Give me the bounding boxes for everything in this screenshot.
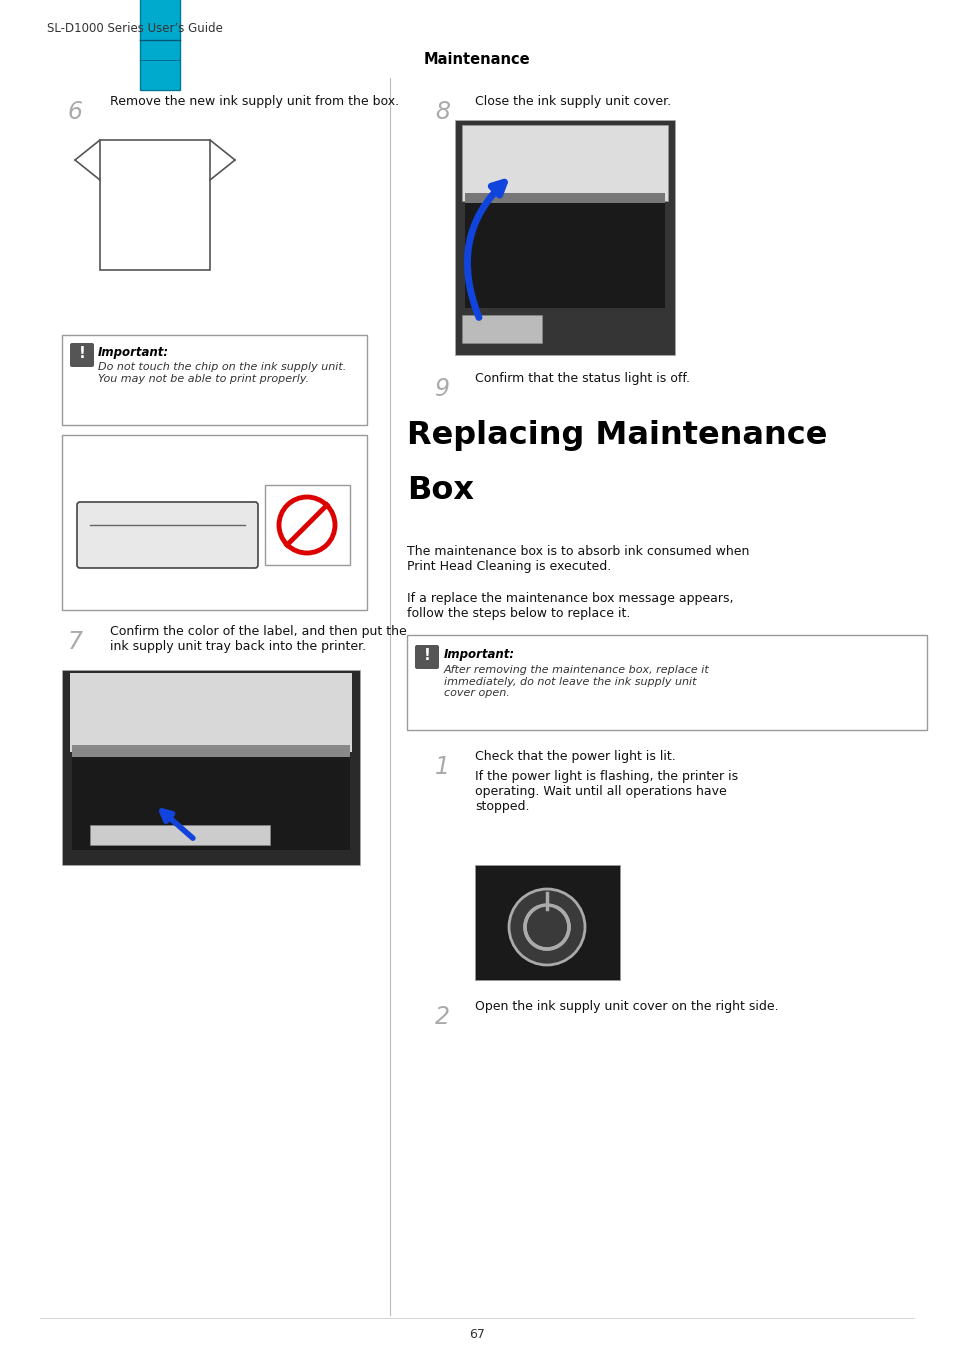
Bar: [461, 315, 541, 343]
Bar: [71, 751, 350, 850]
Text: Box: Box: [407, 475, 474, 506]
Text: 7: 7: [68, 630, 83, 653]
Text: Replacing Maintenance: Replacing Maintenance: [407, 420, 826, 451]
FancyBboxPatch shape: [70, 343, 94, 367]
Text: Do not touch the chip on the ink supply unit.
You may not be able to print prope: Do not touch the chip on the ink supply …: [98, 362, 346, 383]
Bar: [71, 745, 350, 757]
Bar: [407, 634, 926, 730]
FancyBboxPatch shape: [415, 645, 438, 670]
Text: The maintenance box is to absorb ink consumed when
Print Head Cleaning is execut: The maintenance box is to absorb ink con…: [407, 545, 749, 572]
Bar: [464, 198, 664, 308]
Text: 9: 9: [435, 377, 450, 401]
Text: SL-D1000 Series User’s Guide: SL-D1000 Series User’s Guide: [47, 22, 223, 35]
Text: Check that the power light is lit.: Check that the power light is lit.: [475, 751, 675, 763]
Text: If the power light is flashing, the printer is
operating. Wait until all operati: If the power light is flashing, the prin…: [475, 769, 738, 813]
Text: Important:: Important:: [98, 346, 169, 359]
Text: Close the ink supply unit cover.: Close the ink supply unit cover.: [475, 95, 670, 108]
Text: !: !: [78, 346, 86, 360]
Text: After removing the maintenance box, replace it
immediately, do not leave the ink: After removing the maintenance box, repl…: [443, 666, 709, 698]
Text: 6: 6: [68, 100, 83, 124]
Text: 2: 2: [435, 1004, 450, 1029]
Text: !: !: [423, 648, 430, 663]
Polygon shape: [100, 140, 210, 270]
Bar: [464, 193, 664, 202]
FancyBboxPatch shape: [70, 674, 352, 752]
Text: 1: 1: [435, 755, 450, 779]
Text: Important:: Important:: [443, 648, 515, 662]
FancyBboxPatch shape: [461, 126, 667, 201]
Text: Remove the new ink supply unit from the box.: Remove the new ink supply unit from the …: [110, 95, 398, 108]
FancyBboxPatch shape: [77, 502, 257, 568]
Text: If a replace the maintenance box message appears,
follow the steps below to repl: If a replace the maintenance box message…: [407, 593, 733, 620]
Circle shape: [509, 890, 584, 965]
Text: Maintenance: Maintenance: [423, 53, 530, 68]
Bar: [265, 485, 350, 566]
Bar: [62, 435, 367, 610]
Text: 67: 67: [469, 1328, 484, 1341]
Text: Confirm the color of the label, and then put the
ink supply unit tray back into : Confirm the color of the label, and then…: [110, 625, 406, 653]
Bar: [90, 825, 270, 845]
Text: Confirm that the status light is off.: Confirm that the status light is off.: [475, 373, 689, 385]
Bar: [62, 670, 359, 865]
Text: Open the ink supply unit cover on the right side.: Open the ink supply unit cover on the ri…: [475, 1000, 778, 1012]
Bar: [475, 865, 619, 980]
Bar: [455, 120, 675, 355]
Bar: [62, 335, 367, 425]
FancyBboxPatch shape: [140, 0, 180, 90]
Text: 8: 8: [435, 100, 450, 124]
